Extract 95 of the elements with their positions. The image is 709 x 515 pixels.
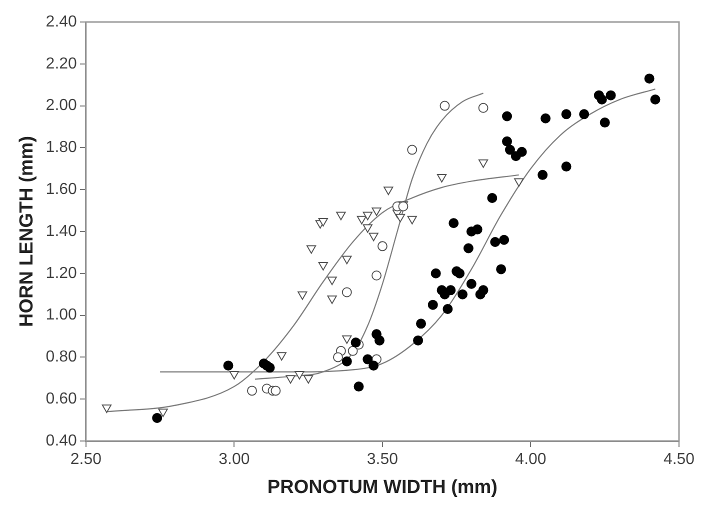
point [490, 236, 500, 247]
point [440, 100, 450, 111]
point [430, 268, 441, 278]
point [102, 404, 112, 413]
point [318, 262, 328, 271]
point [579, 109, 590, 120]
point [596, 94, 607, 105]
point [407, 144, 418, 155]
point [538, 170, 548, 180]
point [247, 386, 257, 396]
point [454, 268, 465, 278]
point [384, 186, 394, 196]
point [368, 360, 379, 371]
point [298, 291, 308, 300]
x-tick-label: 2.50 [70, 451, 102, 468]
point [448, 218, 459, 228]
point [229, 370, 240, 380]
point [332, 352, 343, 362]
point [377, 241, 388, 252]
x-tick-label: 4.50 [663, 451, 695, 468]
point [368, 232, 378, 242]
point [561, 109, 572, 120]
point [502, 111, 512, 122]
point [650, 94, 660, 105]
point [276, 352, 286, 361]
point [294, 370, 304, 380]
point [354, 382, 364, 392]
point [350, 338, 361, 348]
point [270, 386, 281, 396]
point [348, 346, 358, 356]
y-tick-label: 1.20 [46, 264, 78, 282]
point [561, 162, 572, 172]
point [327, 276, 337, 286]
point [458, 289, 468, 300]
y-tick-label: 1.60 [46, 181, 78, 198]
y-axis-title: HORN LENGTH (mm) [16, 136, 38, 328]
point [342, 335, 352, 344]
point [372, 270, 382, 280]
y-tick-label: 2.40 [46, 13, 78, 30]
point [372, 208, 382, 216]
point [362, 224, 372, 233]
point [342, 287, 352, 298]
y-tick-label: 0.80 [46, 348, 78, 366]
point [327, 296, 337, 304]
point [436, 174, 447, 183]
point [600, 118, 610, 128]
point [223, 360, 234, 371]
y-tick-label: 0.40 [46, 432, 78, 450]
point [446, 285, 456, 296]
point [416, 318, 426, 329]
y-tick-label: 1.00 [46, 306, 78, 324]
point [264, 362, 275, 373]
point [342, 356, 352, 366]
x-tick-label: 3.50 [366, 451, 398, 468]
point [478, 285, 488, 296]
point [499, 234, 510, 245]
y-tick-label: 2.00 [46, 97, 78, 114]
point [336, 212, 346, 220]
point [516, 146, 527, 157]
point [413, 335, 424, 346]
point [496, 264, 506, 274]
point [304, 375, 314, 384]
y-tick-label: 1.80 [46, 139, 78, 156]
point [606, 90, 616, 100]
point [318, 218, 328, 227]
point [478, 102, 488, 113]
point [342, 256, 352, 264]
point [362, 212, 372, 220]
point [540, 113, 551, 124]
x-axis-title: PRONOTUM WIDTH (mm) [267, 476, 498, 498]
point [644, 74, 654, 84]
point [428, 300, 438, 310]
x-tick-label: 4.00 [515, 451, 546, 468]
point [356, 216, 367, 224]
point [466, 278, 476, 289]
point [407, 216, 417, 224]
point [487, 192, 498, 203]
y-tick-label: 0.60 [46, 390, 78, 408]
x-tick-label: 3.00 [218, 451, 250, 468]
point [152, 412, 162, 423]
point [504, 144, 515, 155]
point [442, 304, 453, 314]
point [478, 159, 488, 168]
point [374, 335, 385, 346]
point [472, 224, 482, 234]
point [514, 178, 524, 187]
y-tick-label: 2.20 [46, 55, 78, 72]
y-tick-label: 1.40 [46, 222, 78, 240]
point [158, 408, 168, 418]
point [362, 354, 373, 364]
point [286, 375, 296, 384]
point [395, 214, 406, 222]
point [306, 245, 316, 254]
point [463, 243, 474, 254]
point [502, 136, 512, 146]
